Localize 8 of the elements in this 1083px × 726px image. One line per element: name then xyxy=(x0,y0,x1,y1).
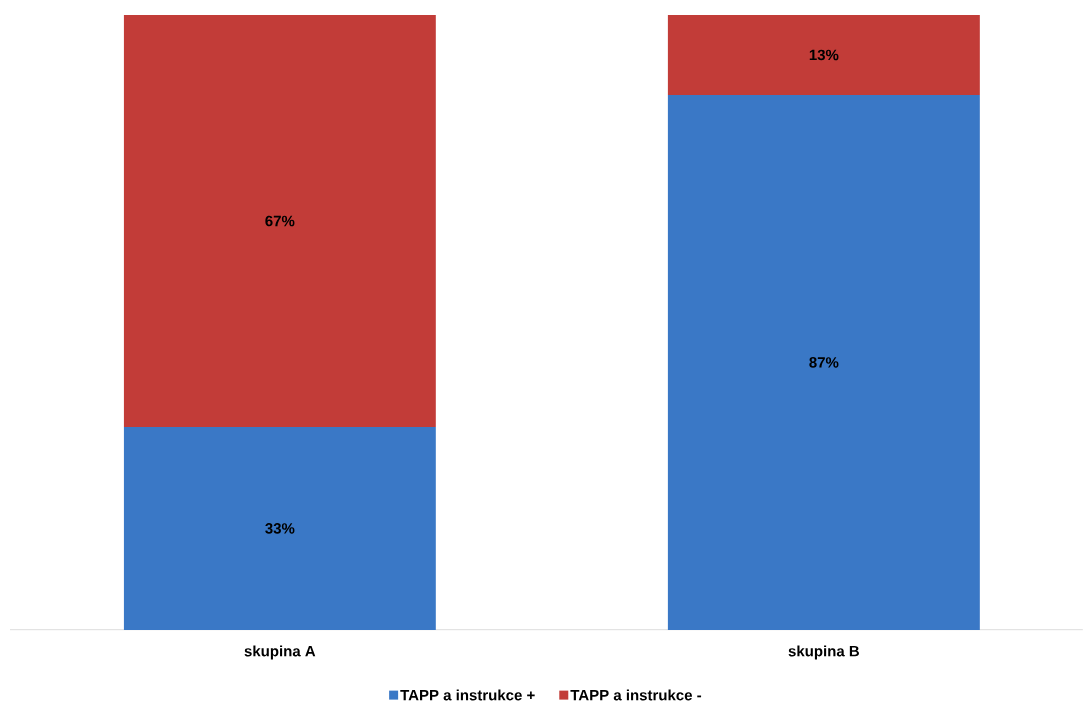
data-label: 33% xyxy=(265,523,295,534)
legend-label: TAPP a instrukce + xyxy=(400,689,535,701)
x-tick-label: skupina B xyxy=(788,645,859,660)
data-label: 67% xyxy=(265,215,295,227)
data-label: 13% xyxy=(809,49,839,61)
x-tick-label: skupina A xyxy=(244,645,316,660)
data-label: 87% xyxy=(809,357,839,368)
legend-label: TAPP a instrukce - xyxy=(570,689,702,701)
